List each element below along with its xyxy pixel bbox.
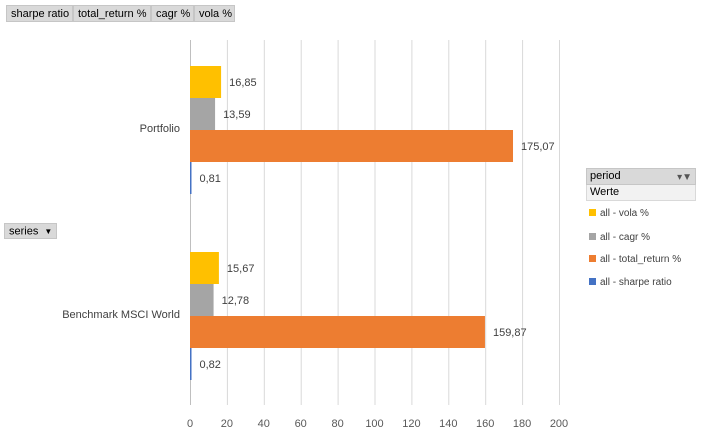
x-tick-label: 60: [295, 418, 307, 430]
legend-swatch: [589, 278, 596, 285]
data-label: 175,07: [521, 141, 555, 153]
legend-subtitle: Werte: [586, 185, 696, 201]
legend: period ▾▼ Werte all - vola % all - cagr …: [586, 168, 696, 288]
data-label: 15,67: [227, 263, 255, 275]
data-label: 0,81: [200, 173, 221, 185]
field-button-vola[interactable]: vola %: [194, 5, 235, 22]
legend-item-label: all - sharpe ratio: [600, 277, 672, 288]
legend-item-label: all - cagr %: [600, 232, 651, 243]
series-axis-label: series: [9, 225, 39, 238]
bar: [190, 348, 192, 380]
bar: [190, 284, 214, 316]
series-axis-button[interactable]: series ▼: [4, 223, 58, 239]
legend-swatch: [589, 209, 596, 216]
bar: [190, 252, 219, 284]
bar: [190, 130, 514, 162]
field-button-total-return[interactable]: total_return %: [73, 5, 151, 22]
legend-item-vola: all - vola %: [589, 208, 649, 219]
data-label: 0,82: [200, 359, 221, 371]
legend-period-filter-button[interactable]: period ▾▼: [586, 168, 696, 185]
category-label: Benchmark MSCI World: [62, 309, 180, 321]
x-tick-label: 140: [439, 418, 457, 430]
bar: [190, 66, 222, 98]
x-tick-label: 20: [221, 418, 233, 430]
filter-funnel-icon: ▾▼: [677, 172, 692, 183]
field-button-sharpe-ratio[interactable]: sharpe ratio: [6, 5, 73, 22]
legend-swatch: [589, 233, 596, 240]
x-tick-label: 100: [365, 418, 383, 430]
legend-item-total-return: all - total_return %: [589, 254, 681, 265]
data-label: 16,85: [229, 77, 257, 89]
x-tick-label: 120: [402, 418, 420, 430]
legend-item-cagr: all - cagr %: [589, 232, 650, 243]
data-label: 12,78: [222, 295, 250, 307]
chevron-down-icon: ▼: [44, 227, 53, 236]
legend-item-label: all - vola %: [600, 208, 649, 219]
bar: [190, 162, 192, 194]
x-tick-label: 0: [187, 418, 193, 430]
legend-title: period: [590, 170, 621, 182]
legend-item-label: all - total_return %: [600, 254, 682, 265]
x-tick-label: 160: [476, 418, 494, 430]
legend-swatch: [589, 255, 596, 262]
data-label: 159,87: [493, 327, 527, 339]
field-button-cagr[interactable]: cagr %: [151, 5, 194, 22]
x-tick-label: 200: [550, 418, 568, 430]
x-tick-label: 40: [258, 418, 270, 430]
data-label: 13,59: [223, 109, 251, 121]
x-tick-label: 180: [513, 418, 531, 430]
x-tick-label: 80: [331, 418, 343, 430]
bar: [190, 316, 485, 348]
bar: [190, 98, 216, 130]
category-label: Portfolio: [140, 123, 180, 135]
legend-item-sharpe-ratio: all - sharpe ratio: [589, 277, 672, 288]
